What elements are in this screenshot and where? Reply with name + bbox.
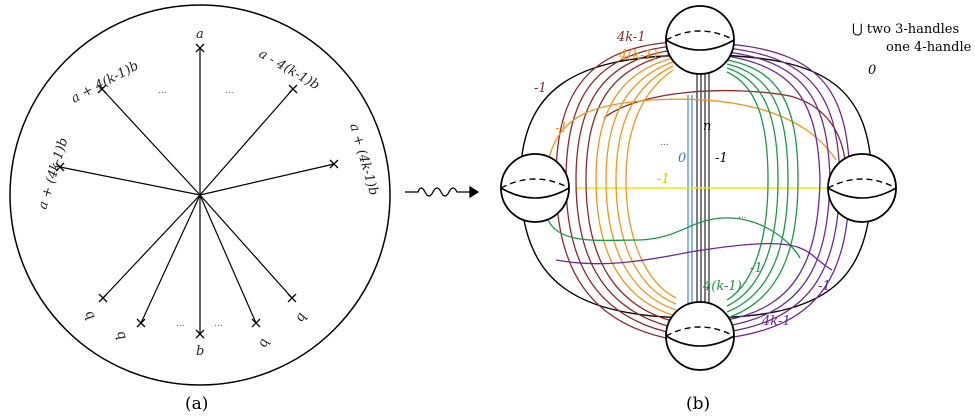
sphere-equator-back [665, 326, 735, 337]
outer-disk [9, 4, 391, 386]
vertical-strands [687, 60, 710, 310]
label-upper-right: a - 4(k-1)b [256, 46, 322, 93]
label-left: a + (4k-1)b [35, 136, 71, 211]
dots-upper-right: ... [225, 86, 234, 96]
sphere-right [827, 153, 897, 223]
dots-upper-left: ... [158, 86, 167, 96]
sphere-outline [827, 153, 897, 223]
label-minus1-black: -1 [715, 151, 728, 166]
label-minus1-orange: -1 [555, 121, 568, 136]
label-zero-top: 0 [868, 63, 876, 78]
ray-right [199, 163, 335, 196]
sphere-equator-front [500, 187, 570, 199]
x-mark [251, 318, 261, 328]
orange-arc [625, 69, 677, 299]
handles-note: ⋃ two 3-handles one 4-handle [852, 22, 972, 55]
panel-b-labels: 0 4k-1 4(k-1) -1 -1 n 0 -1 -1 4(k-1) -1 … [534, 30, 876, 329]
green-strands [547, 59, 801, 319]
label-top: a [196, 27, 204, 42]
brown-arc [585, 53, 677, 323]
label-minus1-green: -1 [750, 261, 763, 276]
panel-a: a a + 4(k-1)b a - 4(k-1)b a + (4k-1)b a … [9, 4, 391, 414]
label-bottom: b [196, 344, 204, 359]
caption-a: (a) [185, 394, 208, 414]
x-mark [98, 293, 108, 303]
sphere-equator-front [665, 335, 735, 347]
x-mark [287, 293, 297, 303]
orange-arc [615, 65, 677, 305]
label-right: a + (4k-1)b [346, 122, 381, 197]
panel-b: 0 4k-1 4(k-1) -1 -1 n 0 -1 -1 4(k-1) -1 … [500, 5, 972, 414]
label-b3: b [255, 337, 272, 350]
orange-strands [547, 57, 837, 317]
x-mark [195, 43, 205, 53]
sphere-outline [665, 5, 735, 75]
orange-arc [605, 61, 677, 311]
label-upper-left: a + 4(k-1)b [69, 59, 141, 107]
label-b2: b [113, 329, 130, 342]
green-arc [726, 63, 789, 313]
label-4k-1-purple: 4k-1 [761, 314, 791, 329]
ray-b2 [140, 194, 201, 324]
label-minus1-yellow: -1 [657, 172, 670, 187]
panel-b-dots: ... ... [660, 138, 747, 221]
handles-note-line1: ⋃ two 3-handles [852, 22, 959, 37]
purple-arc [726, 55, 821, 321]
x-mark [136, 318, 146, 328]
squiggle-arrow [405, 185, 480, 199]
label-minus1-purple: -1 [818, 279, 831, 294]
dots-right: ... [738, 211, 747, 221]
label-n: n [703, 119, 711, 134]
sphere-equator-front [665, 39, 735, 51]
x-markers [55, 43, 339, 339]
sphere-outline [665, 301, 735, 371]
x-mark [329, 159, 339, 169]
label-zero-blue: 0 [678, 151, 686, 166]
label-b1: b [81, 308, 98, 323]
green-arc [726, 71, 769, 301]
sphere-bottom [665, 301, 735, 371]
sphere-equator-front [827, 187, 897, 199]
label-minus1-brown: -1 [534, 81, 547, 96]
label-4k-1-brown: 4k-1 [616, 30, 646, 45]
purple-arc-inner [555, 242, 833, 271]
sphere-left [500, 153, 570, 223]
label-4k-1-orange: 4(k-1) [618, 48, 658, 63]
rays [59, 48, 335, 334]
x-mark [55, 162, 65, 172]
ray-b4 [199, 194, 293, 299]
dots-lower-left: ... [176, 319, 185, 329]
green-arc-inner [547, 217, 801, 259]
orange-arc-inner [547, 98, 837, 163]
label-4k-1-green: 4(k-1) [702, 279, 742, 294]
squiggle-path [405, 187, 478, 197]
label-b4: b [292, 310, 309, 325]
purple-strands [555, 43, 851, 339]
dots-lower-right: ... [214, 319, 223, 329]
dots-left: ... [660, 138, 669, 148]
arrow-head [469, 185, 480, 199]
green-arc [726, 59, 799, 319]
ray-b3 [199, 194, 257, 324]
x-mark [97, 84, 107, 94]
caption-b: (b) [686, 394, 710, 414]
x-mark [195, 329, 205, 339]
ray-upper-left [101, 88, 201, 196]
brown-arc [575, 49, 677, 329]
sphere-top [665, 5, 735, 75]
sphere-equator-back [665, 30, 735, 41]
green-arc [726, 67, 779, 307]
handles-note-line2: one 4-handle [886, 40, 972, 55]
ray-left [59, 166, 201, 196]
sphere-equator-back [827, 178, 897, 189]
ray-upper-right [199, 88, 294, 196]
x-mark [288, 84, 298, 94]
ellipsis-dots: ... ... ... ... [158, 86, 234, 329]
sphere-equator-back [500, 178, 570, 189]
ray-b1 [102, 194, 201, 299]
sphere-outline [500, 153, 570, 223]
orange-arc [595, 57, 677, 317]
